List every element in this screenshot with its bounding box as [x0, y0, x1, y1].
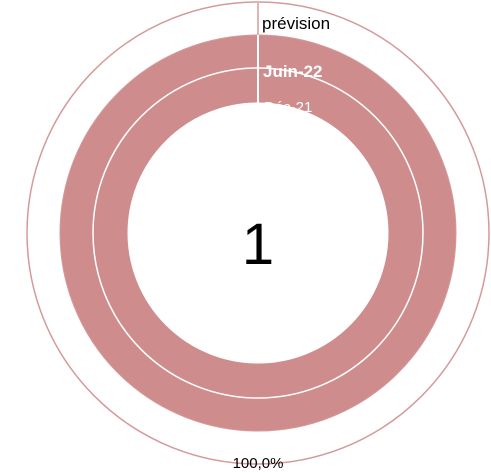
percent-label: 100,0% [233, 455, 284, 472]
center-value: 1 [242, 212, 274, 277]
series-label-juin-22: Juin-22 [263, 62, 323, 81]
series-label-prevision: prévision [262, 14, 330, 33]
series-label-dec-21: Déc-21 [264, 99, 312, 116]
